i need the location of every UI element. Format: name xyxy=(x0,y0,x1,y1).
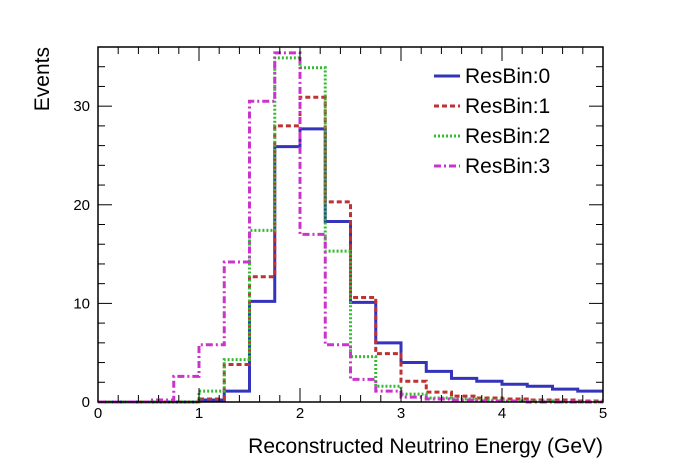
y-tick-label-0: 0 xyxy=(82,394,90,411)
legend-label-1: ResBin:1 xyxy=(465,95,550,118)
legend-label-0: ResBin:0 xyxy=(465,65,550,88)
ticks-layer xyxy=(97,46,604,403)
x-tick-label-3: 3 xyxy=(397,405,405,422)
y-tick-label-2: 20 xyxy=(73,197,90,214)
legend-label-2: ResBin:2 xyxy=(465,125,550,148)
x-tick-label-5: 5 xyxy=(599,405,607,422)
series-line-1 xyxy=(98,95,603,404)
y-axis-title: Events xyxy=(31,47,54,111)
series-line-3 xyxy=(98,51,603,404)
x-axis-title: Reconstructed Neutrino Energy (GeV) xyxy=(248,435,603,458)
x-tick-label-1: 1 xyxy=(195,405,203,422)
x-tick-label-2: 2 xyxy=(296,405,304,422)
legend: ResBin:0 ResBin:1 ResBin:2 ResBin:3 xyxy=(434,65,550,178)
series-line-2 xyxy=(98,56,603,404)
series-layer xyxy=(98,51,603,404)
tick-labels-layer: 0 1 2 3 4 5 0 10 20 30 xyxy=(73,98,607,422)
x-tick-label-0: 0 xyxy=(94,405,102,422)
legend-label-3: ResBin:3 xyxy=(465,155,550,178)
y-tick-label-1: 10 xyxy=(73,295,90,312)
y-tick-label-3: 30 xyxy=(73,98,90,115)
x-tick-label-4: 4 xyxy=(498,405,506,422)
